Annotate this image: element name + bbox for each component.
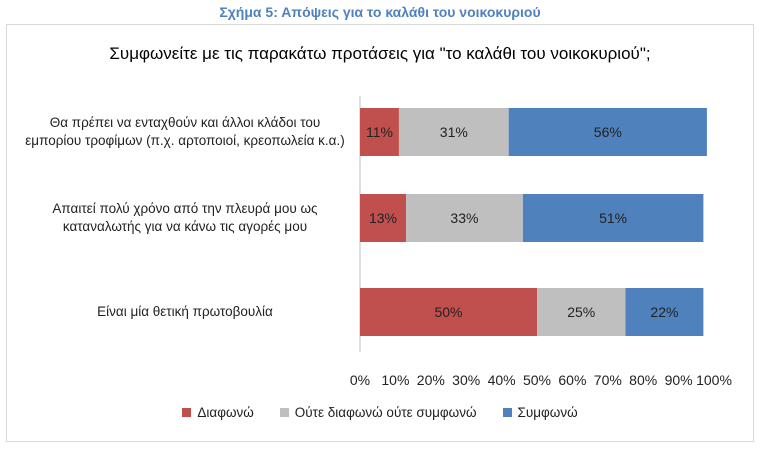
- legend-swatch-neutral: [279, 408, 289, 417]
- data-label-2-0: 56%: [594, 124, 622, 140]
- category-label-1: Απαιτεί πολύ χρόνο από την πλευρά μου ως…: [52, 201, 318, 234]
- legend-label-neutral: Ούτε διαφωνώ ούτε συμφωνώ: [294, 405, 477, 420]
- x-tick-label-7: 70%: [594, 372, 622, 388]
- bar-segment-0-1: [360, 194, 407, 242]
- legend-swatch-agree: [502, 408, 512, 417]
- data-label-2-1: 51%: [599, 210, 627, 226]
- legend: Διαφωνώ Ούτε διαφωνώ ούτε συμφωνώ Συμφων…: [0, 405, 760, 420]
- bar-segment-1-2: [537, 288, 626, 336]
- bar-segment-0-0: [360, 108, 399, 156]
- x-tick-label-10: 100%: [696, 372, 732, 388]
- bar-segment-1-1: [406, 194, 523, 242]
- legend-item-agree: Συμφωνώ: [502, 405, 578, 420]
- bar-segment-2-1: [522, 194, 704, 242]
- legend-label-disagree: Διαφωνώ: [197, 405, 254, 420]
- data-label-1-1: 33%: [450, 210, 478, 226]
- category-label-0: Θα πρέπει να ενταχθούν και άλλοι κλάδοι …: [25, 115, 345, 148]
- x-tick-label-1: 10%: [381, 372, 409, 388]
- x-tick-label-0: 0%: [350, 372, 370, 388]
- data-label-2-2: 22%: [650, 304, 678, 320]
- bar-segment-2-0: [508, 108, 707, 156]
- data-label-1-2: 25%: [567, 304, 595, 320]
- x-tick-label-4: 40%: [488, 372, 516, 388]
- data-label-0-2: 50%: [434, 304, 462, 320]
- x-tick-label-6: 60%: [558, 372, 586, 388]
- legend-item-neutral: Ούτε διαφωνώ ούτε συμφωνώ: [279, 405, 477, 420]
- chart-frame: [6, 24, 754, 442]
- chart-title: Συμφωνείτε με τις παρακάτω προτάσεις για…: [109, 44, 651, 63]
- data-label-0-1: 13%: [369, 210, 397, 226]
- figure-caption: Σχήμα 5: Απόψεις για το καλάθι του νοικο…: [219, 4, 541, 20]
- bar-segment-2-2: [625, 288, 704, 336]
- x-tick-label-9: 90%: [665, 372, 693, 388]
- bar-segment-1-0: [398, 108, 509, 156]
- x-tick-label-5: 50%: [523, 372, 551, 388]
- legend-swatch-disagree: [182, 408, 192, 417]
- data-label-1-0: 31%: [440, 124, 468, 140]
- bar-segment-0-2: [360, 288, 537, 336]
- category-label-2: Είναι μία θετική πρωτοβουλία: [97, 304, 273, 319]
- x-tick-label-2: 20%: [417, 372, 445, 388]
- legend-label-agree: Συμφωνώ: [517, 405, 578, 420]
- x-tick-label-8: 80%: [629, 372, 657, 388]
- x-tick-label-3: 30%: [452, 372, 480, 388]
- legend-item-disagree: Διαφωνώ: [182, 405, 254, 420]
- data-label-0-0: 11%: [366, 124, 393, 140]
